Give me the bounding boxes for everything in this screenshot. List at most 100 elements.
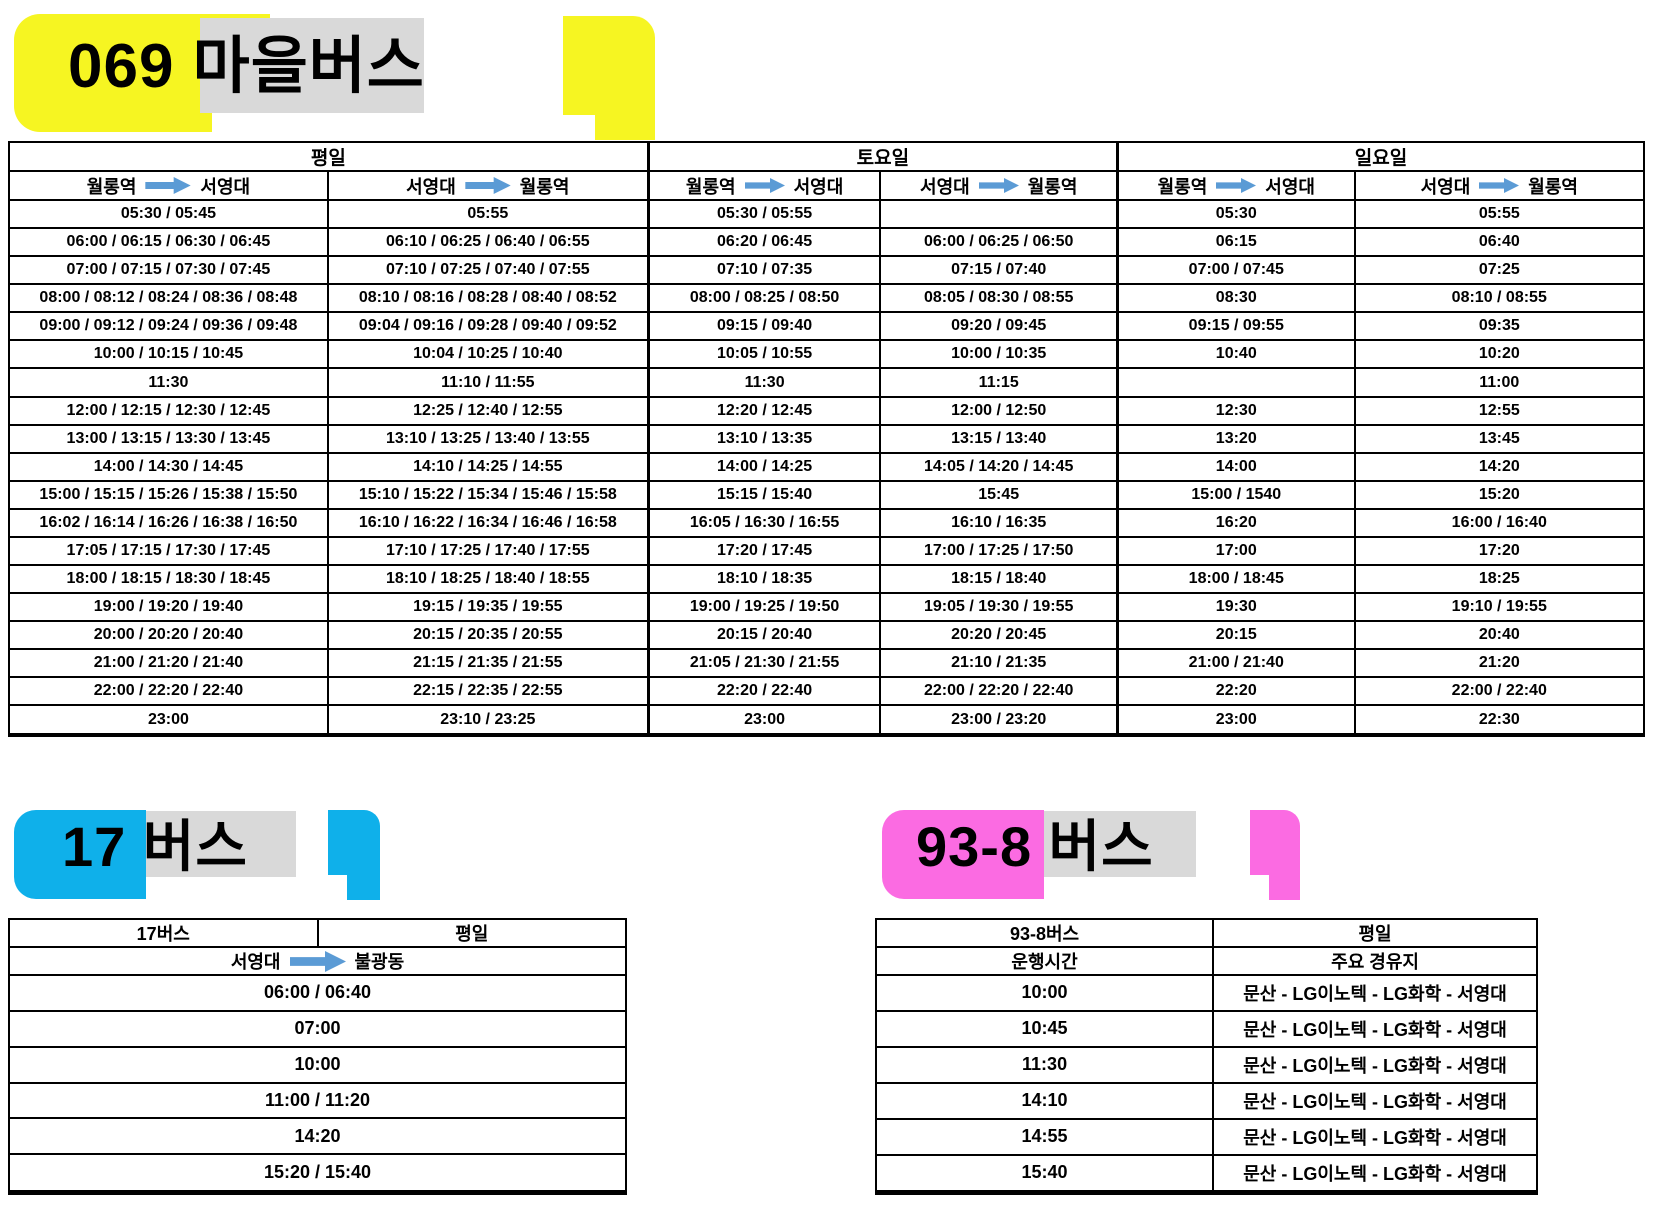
station-from: 서영대 [920, 176, 970, 197]
time-cell: 09:15 / 09:55 [1115, 311, 1356, 342]
time-cell: 11:15 [879, 367, 1119, 398]
time-cell: 14:05 / 14:20 / 14:45 [879, 451, 1119, 482]
arrow-right-icon [1216, 178, 1257, 193]
time-cell: 12:25 / 12:40 / 12:55 [326, 395, 650, 426]
time-cell: 23:10 / 23:25 [326, 704, 650, 736]
page-title-17: 17 버스 [62, 815, 248, 878]
timetable-069-row: 12:00 / 12:15 / 12:30 / 12:45 12:25 / 12:… [8, 395, 1646, 426]
time-cell: 17:00 / 17:25 / 17:50 [879, 535, 1119, 567]
time-cell: 07:10 / 07:35 [646, 255, 882, 286]
timetable-069-row: 09:00 / 09:12 / 09:24 / 09:36 / 09:48 09:… [8, 311, 1646, 342]
route-cell: 문산 - LG이노텍 - LG화학 - 서영대 [1212, 1117, 1538, 1156]
time-cell: 18:25 [1353, 564, 1646, 595]
time-cell: 07:25 [1353, 255, 1646, 286]
highlight-tab-notch [595, 114, 655, 140]
time-cell: 08:00 / 08:25 / 08:50 [646, 283, 882, 314]
time-cell: 10:00 [874, 974, 1215, 1012]
time-cell: 10:05 / 10:55 [646, 339, 882, 370]
highlight-gray-block [1044, 811, 1196, 877]
timetable-069-row: 15:00 / 15:15 / 15:26 / 15:38 / 15:50 15:… [8, 479, 1646, 510]
timetable-93-8-row: 14:55 문산 - LG이노텍 - LG화학 - 서영대 [874, 1117, 1538, 1156]
route-cell: 문산 - LG이노텍 - LG화학 - 서영대 [1212, 1081, 1538, 1120]
time-cell: 09:04 / 09:16 / 09:28 / 09:40 / 09:52 [326, 311, 650, 342]
time-cell: 13:20 [1115, 423, 1356, 454]
timetable-069-row: 13:00 / 13:15 / 13:30 / 13:45 13:10 / 13:… [8, 423, 1646, 454]
day-header-sunday: 일요일 [1115, 141, 1645, 172]
timetable-17-row: 10:00 [8, 1045, 627, 1084]
timetable-069-row: 08:00 / 08:12 / 08:24 / 08:36 / 08:48 08:… [8, 283, 1646, 314]
time-cell: 15:15 / 15:40 [646, 479, 882, 510]
highlight-pink-block [882, 810, 1044, 899]
station-to: 불광동 [354, 952, 405, 972]
time-cell: 11:10 / 11:55 [326, 367, 650, 398]
time-cell: 14:55 [874, 1117, 1215, 1156]
day-header-weekday: 평일 [7, 141, 650, 172]
timetable-17-row: 15:20 / 15:40 [8, 1153, 627, 1194]
timetable-17-row: 07:00 [8, 1009, 627, 1048]
time-cell: 15:20 [1353, 479, 1646, 510]
timetable-069-row: 19:00 / 19:20 / 19:40 19:15 / 19:35 / 19:… [8, 592, 1646, 623]
stops-column-header: 주요 경유지 [1212, 946, 1538, 976]
time-cell: 17:05 / 17:15 / 17:30 / 17:45 [8, 535, 329, 567]
direction-header: 서영대 월롱역 [326, 170, 650, 201]
time-cell: 12:30 [1115, 395, 1356, 426]
time-cell: 14:00 / 14:30 / 14:45 [8, 451, 329, 482]
arrow-right-icon [145, 177, 192, 194]
highlight-pink-tab [1250, 810, 1300, 900]
time-cell: 07:00 / 07:45 [1115, 255, 1356, 286]
timetable-069-row: 16:02 / 16:14 / 16:26 / 16:38 / 16:50 16:… [8, 507, 1646, 538]
time-cell: 05:55 [1353, 198, 1646, 230]
time-cell [879, 198, 1119, 230]
time-cell: 11:00 / 11:20 [8, 1081, 627, 1120]
time-cell: 21:20 [1353, 648, 1646, 679]
direction-header: 서영대 월롱역 [879, 170, 1119, 201]
timetable-069-row: 05:30 / 05:45 05:55 05:30 / 05:55 05:30 05:5… [8, 198, 1646, 230]
time-cell: 06:10 / 06:25 / 06:40 / 06:55 [326, 227, 650, 258]
time-cell: 13:10 / 13:25 / 13:40 / 13:55 [326, 423, 650, 454]
time-cell: 10:00 [8, 1045, 627, 1084]
time-cell: 23:00 [1115, 704, 1356, 736]
time-cell: 22:20 / 22:40 [646, 676, 882, 707]
time-cell: 15:10 / 15:22 / 15:34 / 15:46 / 15:58 [326, 479, 650, 510]
timetable-069-row: 23:00 23:10 / 23:25 23:00 23:00 / 23:20 23:0… [8, 704, 1646, 736]
time-cell: 05:30 / 05:45 [8, 198, 329, 230]
time-cell: 15:00 / 1540 [1115, 479, 1356, 510]
timetable-069-row: 10:00 / 10:15 / 10:45 10:04 / 10:25 / 10:… [8, 339, 1646, 370]
timetable-069-row: 11:30 11:10 / 11:55 11:30 11:15 11:00 [8, 367, 1646, 398]
time-cell: 19:30 [1115, 592, 1356, 623]
time-cell: 12:55 [1353, 395, 1646, 426]
subheader-row: 운행시간 주요 경유지 [874, 946, 1538, 976]
timetable-17: 17버스 평일 서영대 불광동 06:00 / 06:40 07:00 10:00 1… [8, 918, 627, 1195]
time-cell: 15:45 [879, 479, 1119, 510]
station-to: 월롱역 [519, 176, 570, 197]
time-cell: 22:15 / 22:35 / 22:55 [326, 676, 650, 707]
timetable-93-8-row: 10:00 문산 - LG이노텍 - LG화학 - 서영대 [874, 974, 1538, 1012]
time-cell: 06:00 / 06:40 [8, 974, 627, 1012]
time-cell: 14:10 [874, 1081, 1215, 1120]
time-cell: 13:15 / 13:40 [879, 423, 1119, 454]
time-cell: 16:00 / 16:40 [1353, 507, 1646, 538]
time-cell: 20:15 / 20:40 [646, 620, 882, 651]
timetable-069-row: 17:05 / 17:15 / 17:30 / 17:45 17:10 / 17:… [8, 535, 1646, 567]
timetable-17-row: 11:00 / 11:20 [8, 1081, 627, 1120]
time-cell: 21:00 / 21:40 [1115, 648, 1356, 679]
time-cell: 10:04 / 10:25 / 10:40 [326, 339, 650, 370]
station-to: 서영대 [793, 176, 844, 197]
timetable-069-row: 18:00 / 18:15 / 18:30 / 18:45 18:10 / 18:… [8, 564, 1646, 595]
time-cell: 14:00 / 14:25 [646, 451, 882, 482]
time-cell: 12:20 / 12:45 [646, 395, 882, 426]
time-cell: 15:00 / 15:15 / 15:26 / 15:38 / 15:50 [8, 479, 329, 510]
timetable-93-8-row: 14:10 문산 - LG이노텍 - LG화학 - 서영대 [874, 1081, 1538, 1120]
station-to: 월롱역 [1528, 176, 1578, 197]
highlight-cyan-tab [328, 810, 380, 900]
time-cell: 19:00 / 19:20 / 19:40 [8, 592, 329, 623]
time-cell: 16:20 [1115, 507, 1356, 538]
time-column-header: 운행시간 [874, 946, 1215, 976]
time-cell: 08:00 / 08:12 / 08:24 / 08:36 / 08:48 [8, 283, 329, 314]
time-cell: 15:20 / 15:40 [8, 1153, 627, 1194]
time-cell: 08:30 [1115, 283, 1356, 314]
time-cell: 08:05 / 08:30 / 08:55 [879, 283, 1119, 314]
time-cell: 18:00 / 18:45 [1115, 564, 1356, 595]
timetable-069-row: 07:00 / 07:15 / 07:30 / 07:45 07:10 / 07:… [8, 255, 1646, 286]
time-cell: 16:10 / 16:35 [879, 507, 1119, 538]
